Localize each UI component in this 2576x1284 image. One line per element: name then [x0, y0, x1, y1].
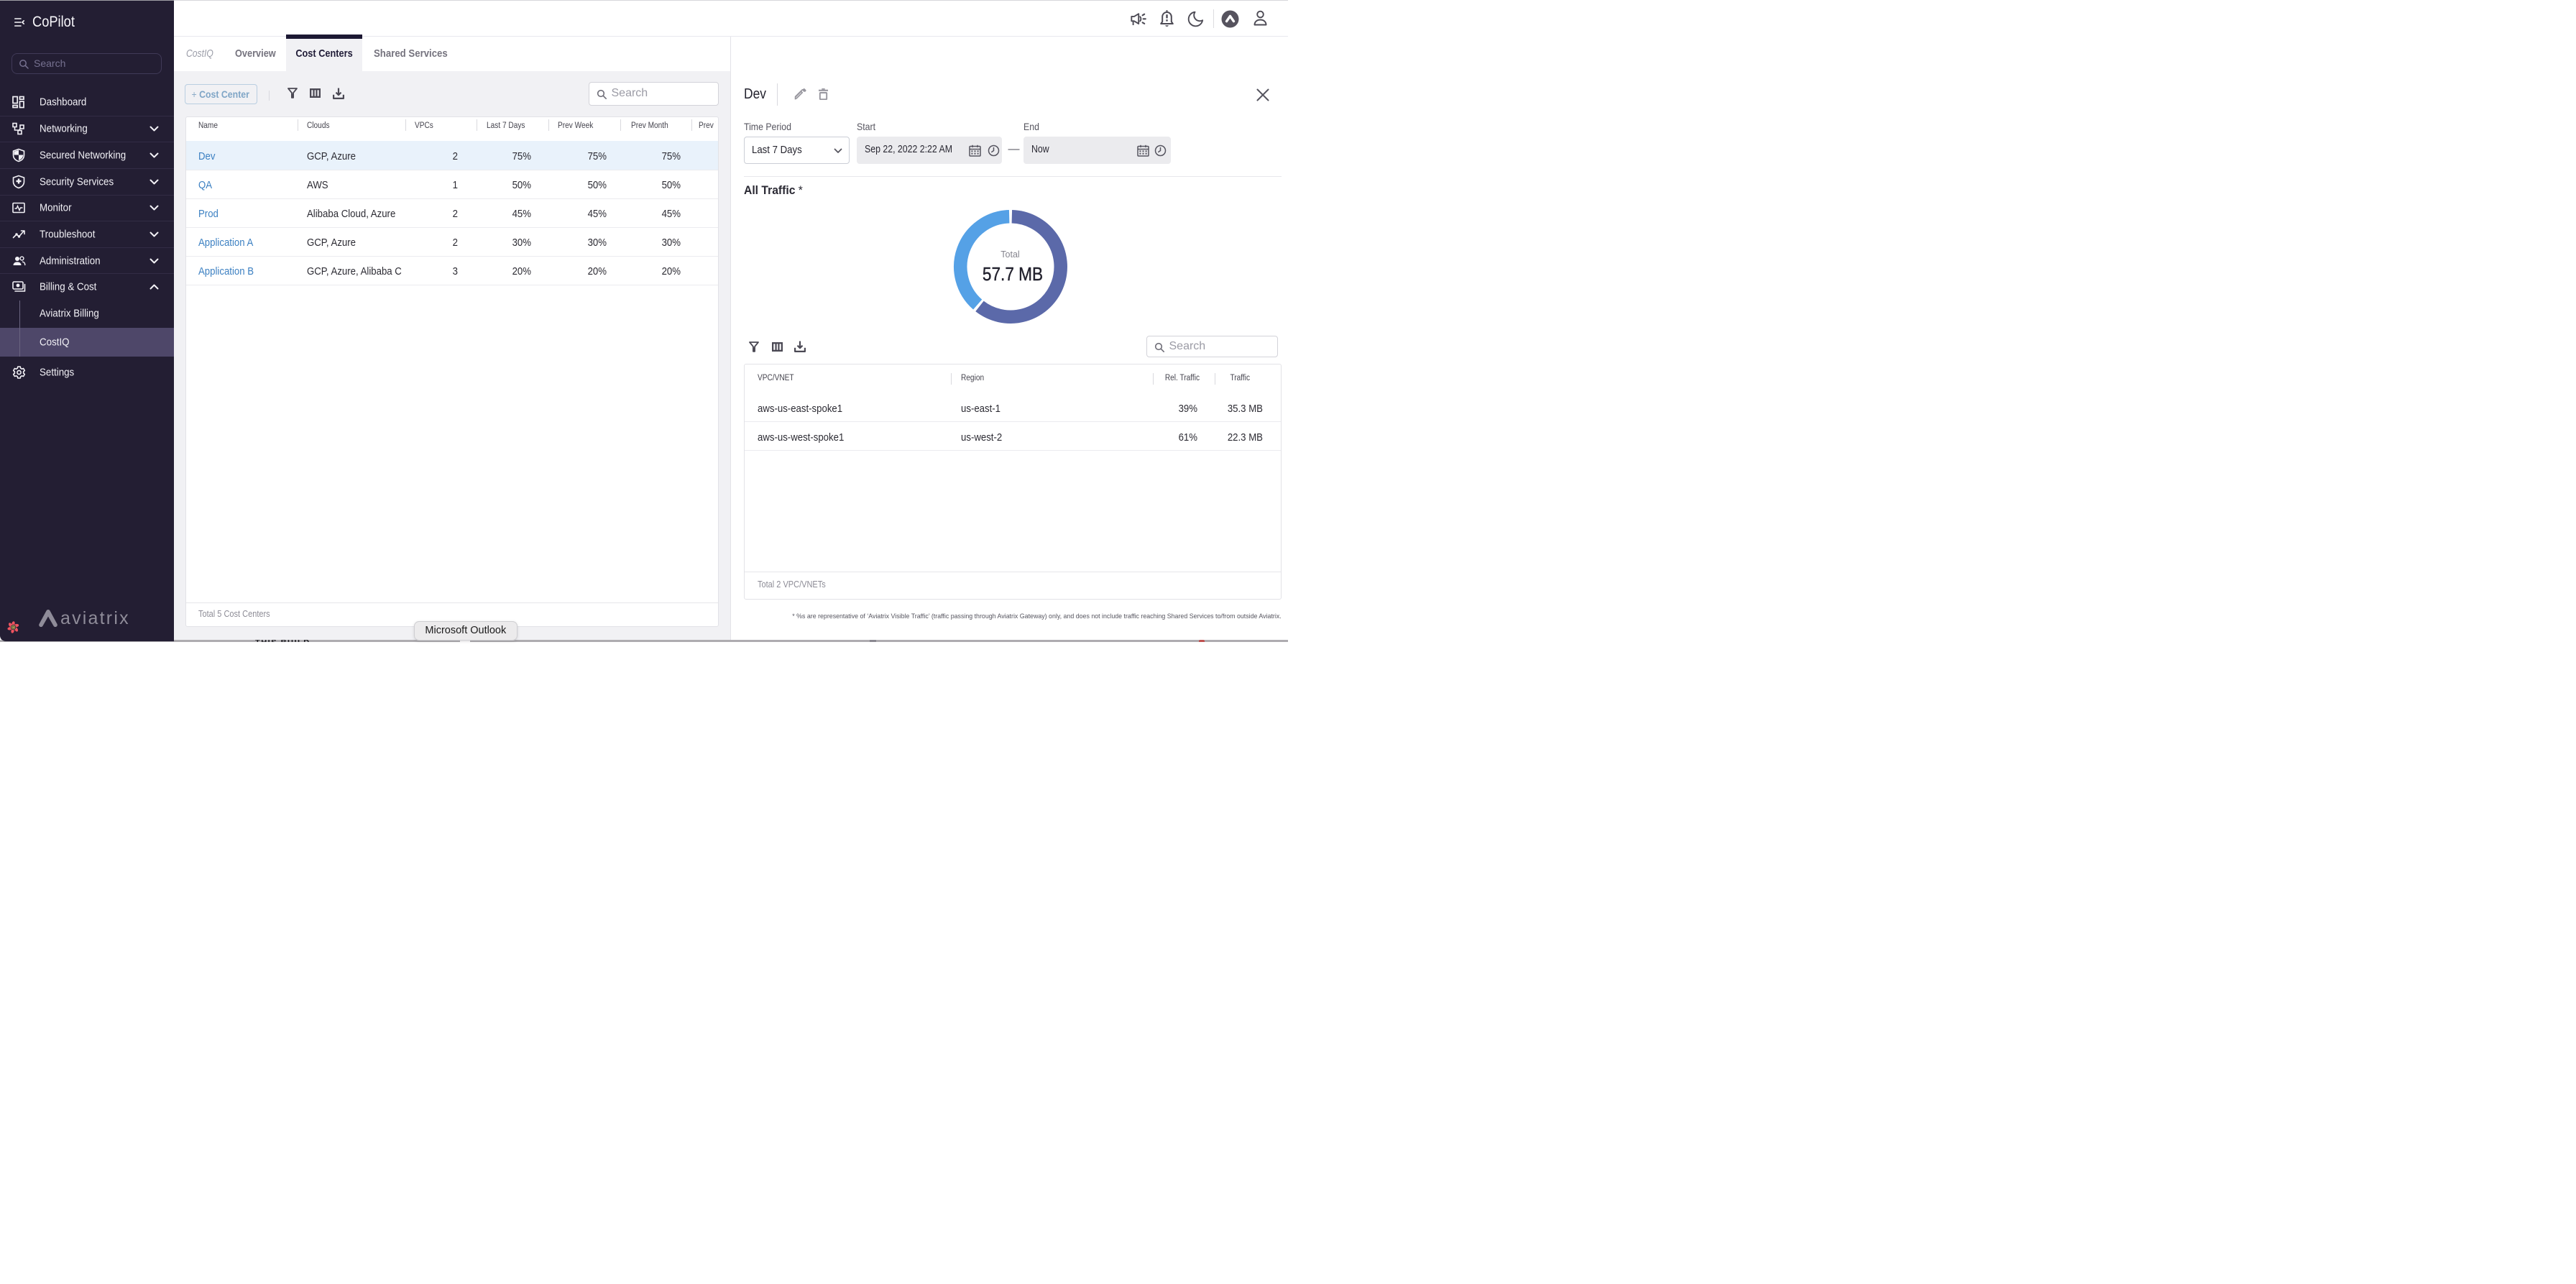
svg-text:aviatrix: aviatrix: [60, 608, 130, 627]
